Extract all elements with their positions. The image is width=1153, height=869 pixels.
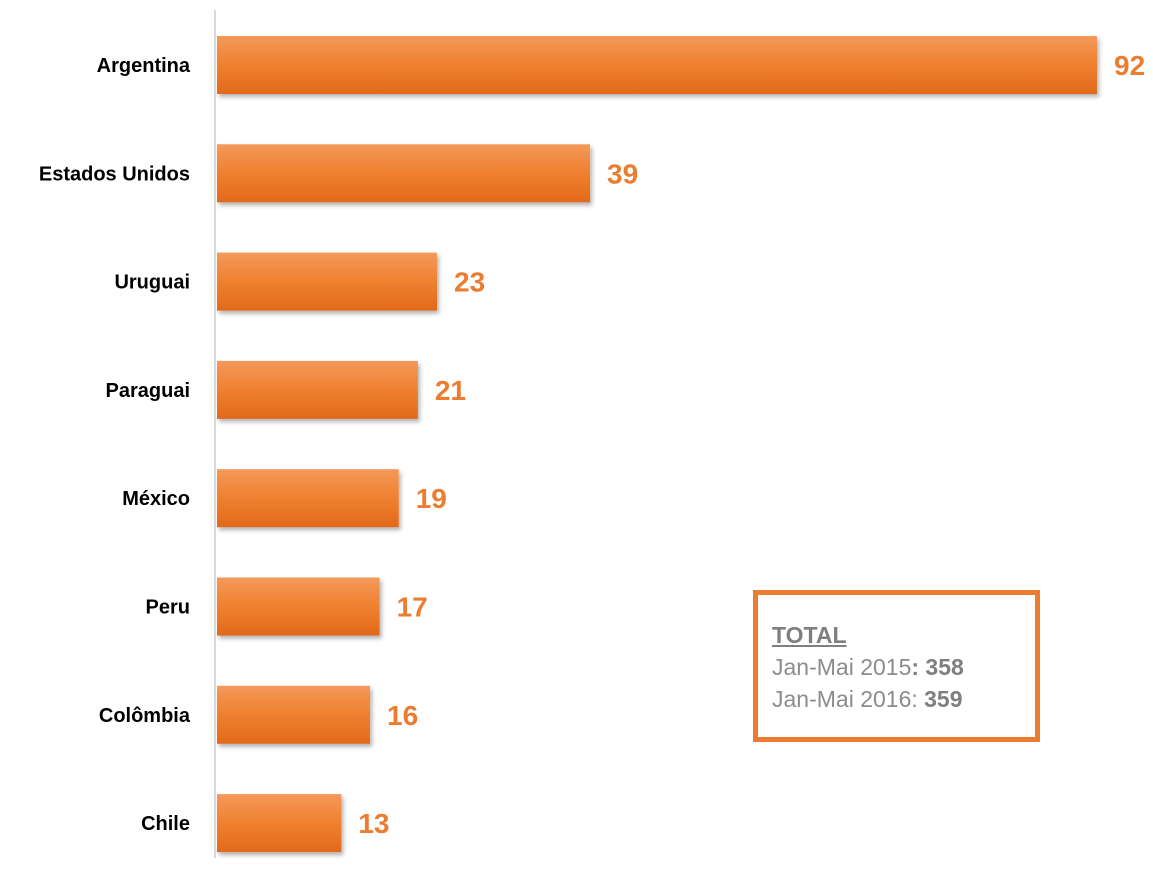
category-label-5: Peru — [146, 597, 190, 619]
total-line-2015: Jan-Mai 2015: 358 — [772, 654, 964, 680]
category-label-3: Paraguai — [106, 380, 190, 402]
value-label-2: 23 — [454, 267, 485, 298]
category-label-6: Colômbia — [99, 705, 191, 727]
total-2015-label: Jan-Mai 2015 — [772, 654, 912, 680]
total-2016-value: 359 — [924, 686, 963, 712]
value-label-0: 92 — [1114, 50, 1145, 81]
total-box: TOTAL Jan-Mai 2015: 358 Jan-Mai 2016: 35… — [753, 590, 1040, 742]
bar-7 — [217, 794, 342, 853]
value-label-6: 16 — [387, 700, 418, 731]
value-label-1: 39 — [607, 158, 638, 189]
bar-2 — [217, 252, 437, 311]
value-label-4: 19 — [416, 483, 447, 514]
total-line-2016: Jan-Mai 2016: 359 — [772, 686, 963, 712]
value-label-5: 17 — [397, 592, 428, 623]
total-heading: TOTAL — [772, 622, 847, 648]
category-label-2: Uruguai — [114, 272, 190, 294]
bar-0 — [217, 36, 1097, 94]
bar-5 — [217, 577, 380, 636]
category-label-4: México — [122, 488, 190, 510]
bars-group: Argentina 92 Estados Unidos 39 Uruguai 23 Para… — [39, 36, 1145, 853]
value-label-3: 21 — [435, 375, 466, 406]
bar-3 — [217, 360, 418, 419]
category-label-1: Estados Unidos — [39, 163, 190, 185]
category-label-0: Argentina — [97, 55, 191, 77]
bar-4 — [217, 469, 399, 528]
category-label-7: Chile — [141, 813, 190, 835]
value-label-7: 13 — [358, 808, 389, 839]
bar-6 — [217, 685, 371, 744]
total-2015-value: 358 — [925, 654, 964, 680]
total-2016-label: Jan-Mai 2016 — [772, 686, 912, 712]
bar-1 — [217, 144, 591, 203]
